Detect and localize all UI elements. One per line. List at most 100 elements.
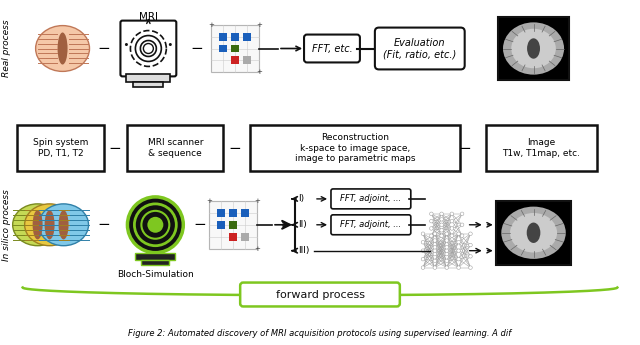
Circle shape	[468, 266, 472, 269]
Ellipse shape	[501, 207, 566, 259]
Text: −: −	[108, 141, 121, 156]
Bar	[217, 209, 225, 217]
Text: +: +	[256, 69, 262, 76]
Circle shape	[445, 246, 449, 249]
FancyBboxPatch shape	[120, 21, 176, 76]
FancyBboxPatch shape	[304, 34, 360, 62]
Circle shape	[457, 257, 460, 261]
Circle shape	[429, 234, 433, 238]
FancyArrowPatch shape	[147, 20, 150, 23]
Circle shape	[460, 223, 464, 227]
Text: −: −	[190, 41, 203, 56]
Text: FFT, adjoint, ...: FFT, adjoint, ...	[340, 220, 401, 229]
Circle shape	[429, 219, 433, 223]
Circle shape	[433, 246, 436, 249]
Bar	[209, 201, 257, 249]
Ellipse shape	[510, 213, 557, 253]
Text: III): III)	[298, 246, 309, 255]
FancyBboxPatch shape	[375, 28, 465, 69]
Bar	[217, 221, 225, 229]
Text: FFT, etc.: FFT, etc.	[312, 43, 353, 53]
Circle shape	[169, 43, 172, 46]
Text: +: +	[256, 22, 262, 28]
Circle shape	[450, 219, 454, 223]
Bar	[243, 32, 251, 40]
Circle shape	[440, 234, 444, 238]
Bar	[17, 125, 104, 171]
Circle shape	[433, 259, 436, 263]
Circle shape	[143, 43, 154, 53]
Circle shape	[440, 223, 444, 227]
FancyBboxPatch shape	[331, 215, 411, 235]
Circle shape	[433, 266, 436, 269]
Ellipse shape	[141, 211, 170, 239]
Text: Figure 2: Automated discovery of MRI acquisition protocols using supervised lear: Figure 2: Automated discovery of MRI acq…	[129, 329, 511, 338]
Text: −: −	[229, 141, 241, 156]
Bar	[231, 57, 239, 65]
Ellipse shape	[503, 22, 564, 75]
Text: +: +	[254, 198, 260, 204]
Circle shape	[421, 249, 425, 253]
Bar	[229, 233, 237, 241]
Text: Spin system
PD, T1, T2: Spin system PD, T1, T2	[33, 138, 88, 158]
Ellipse shape	[58, 32, 68, 65]
Bar	[133, 82, 163, 87]
Ellipse shape	[33, 210, 43, 239]
Ellipse shape	[38, 204, 88, 246]
Circle shape	[468, 243, 472, 247]
Bar	[241, 233, 249, 241]
Bar	[220, 32, 227, 40]
Circle shape	[460, 234, 464, 238]
Bar	[486, 125, 597, 171]
Circle shape	[450, 227, 454, 230]
Text: −: −	[97, 41, 110, 56]
Text: −: −	[194, 217, 207, 232]
Text: +: +	[206, 198, 212, 204]
Circle shape	[457, 266, 460, 269]
Ellipse shape	[134, 204, 176, 246]
Bar	[127, 75, 170, 82]
Circle shape	[433, 232, 436, 236]
Circle shape	[445, 266, 449, 269]
Bar	[229, 209, 237, 217]
Bar	[241, 209, 249, 217]
Text: Evaluation
(Fit, ratio, etc.): Evaluation (Fit, ratio, etc.)	[383, 38, 456, 59]
Bar	[231, 32, 239, 40]
Ellipse shape	[511, 29, 556, 68]
Text: Image
T1w, T1map, etc.: Image T1w, T1map, etc.	[502, 138, 580, 158]
Circle shape	[147, 217, 163, 233]
FancyBboxPatch shape	[331, 189, 411, 209]
Text: Bloch-Simulation: Bloch-Simulation	[117, 270, 194, 279]
Ellipse shape	[527, 38, 540, 59]
Circle shape	[468, 255, 472, 258]
Circle shape	[429, 212, 433, 216]
Circle shape	[457, 240, 460, 244]
Text: MRI scanner
& sequence: MRI scanner & sequence	[148, 138, 203, 158]
Circle shape	[421, 232, 425, 236]
Circle shape	[429, 227, 433, 230]
Bar	[136, 253, 175, 260]
Circle shape	[421, 257, 425, 261]
Bar	[127, 125, 223, 171]
Text: −: −	[458, 141, 471, 156]
Text: In silico process: In silico process	[2, 189, 11, 261]
Circle shape	[433, 252, 436, 256]
Text: I): I)	[298, 194, 304, 204]
Circle shape	[457, 249, 460, 253]
FancyBboxPatch shape	[240, 283, 400, 306]
Ellipse shape	[45, 210, 54, 239]
Bar	[498, 17, 570, 80]
Text: Real process: Real process	[2, 20, 11, 77]
Bar	[495, 201, 572, 265]
Bar	[250, 125, 460, 171]
Text: +: +	[254, 246, 260, 252]
Circle shape	[440, 228, 444, 232]
Ellipse shape	[13, 204, 63, 246]
Text: II): II)	[298, 220, 307, 229]
Circle shape	[445, 239, 449, 242]
Circle shape	[421, 240, 425, 244]
Circle shape	[450, 234, 454, 238]
Circle shape	[440, 217, 444, 221]
Bar	[243, 57, 251, 65]
Ellipse shape	[25, 204, 74, 246]
